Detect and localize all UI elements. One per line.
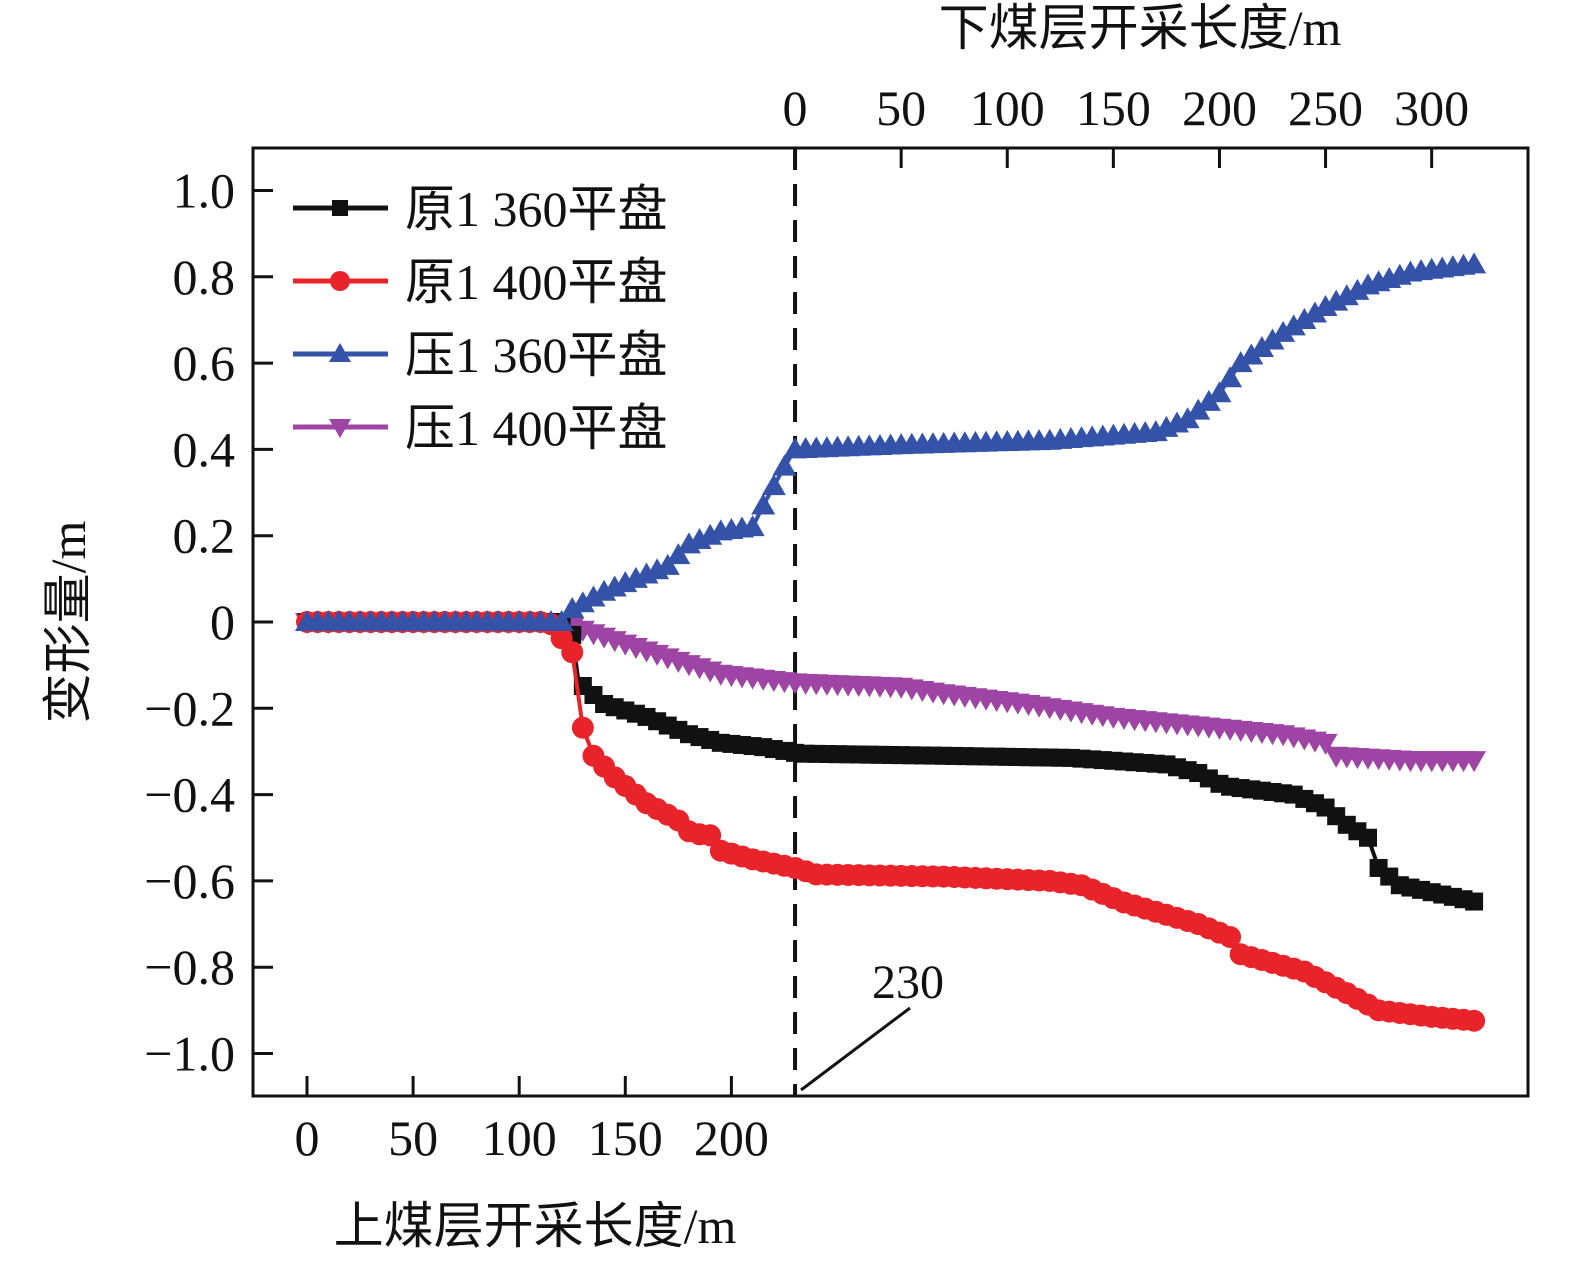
data-point (561, 641, 584, 664)
data-point (772, 454, 797, 476)
data-point (1218, 366, 1243, 388)
legend-marker (329, 343, 351, 362)
legend-label: 原1 360平盘 (405, 181, 668, 237)
data-point (1292, 307, 1317, 329)
y-tick-label: −1.0 (144, 1026, 235, 1082)
y-tick-label: −0.8 (144, 939, 235, 995)
legend-marker (330, 271, 350, 291)
data-point (1324, 289, 1349, 311)
data-point (581, 585, 606, 607)
legend-marker (329, 419, 351, 438)
data-point (699, 824, 722, 847)
data-point (1260, 328, 1285, 350)
data-point (1219, 925, 1242, 948)
data-point (1249, 335, 1274, 357)
y-axis-title: 变形量/m (40, 521, 96, 724)
y-tick-label: −0.6 (144, 853, 235, 909)
x-top-tick-label: 250 (1288, 80, 1363, 136)
divider-group (793, 148, 911, 1096)
data-point (761, 474, 786, 496)
y-tick-label: −0.2 (144, 680, 235, 736)
data-point (1334, 284, 1359, 306)
data-point (570, 591, 595, 613)
data-point (1462, 751, 1487, 773)
data-point (560, 597, 585, 619)
data-point (1345, 278, 1370, 300)
data-point (1313, 733, 1338, 755)
legend-label: 压1 360平盘 (405, 327, 668, 383)
y-tick-label: 0 (210, 594, 235, 650)
x-bottom-tick-label: 50 (388, 1110, 438, 1166)
x-bottom-tick-label: 100 (482, 1110, 557, 1166)
divider-annotation-leader (800, 1006, 911, 1092)
data-point (1228, 351, 1253, 373)
data-point (1239, 343, 1264, 365)
axis-ticks: 1.0 0.8 0.6 0.4 0.2 0 −0.2 −0.4 −0.6 −0.8 −1.0 0 50 1… (144, 80, 1469, 1166)
data-point (1313, 295, 1338, 317)
legend-label: 压1 400平盘 (405, 400, 668, 456)
x-axis-title-bottom: 上煤层开采长度/m (334, 1198, 737, 1254)
x-bottom-tick-label: 150 (588, 1110, 663, 1166)
data-point (666, 543, 691, 565)
legend-item: 原1 360平盘 (293, 181, 668, 237)
data-point (1271, 320, 1296, 342)
data-point (740, 515, 765, 537)
legend-item: 原1 400平盘 (293, 254, 668, 310)
data-point (1359, 828, 1377, 847)
data-point (1281, 314, 1306, 336)
data-point (1302, 301, 1327, 323)
x-bottom-tick-label: 200 (694, 1110, 769, 1166)
data-point (655, 553, 680, 575)
x-top-tick-label: 300 (1394, 80, 1469, 136)
legend-label: 原1 400平盘 (405, 254, 668, 310)
y-tick-label: 0.2 (173, 508, 236, 564)
legend-item: 压1 400平盘 (293, 400, 668, 456)
legend-marker (332, 200, 348, 216)
series-3 (295, 252, 1487, 631)
x-top-tick-label: 200 (1182, 80, 1257, 136)
data-point (751, 493, 776, 515)
x-bottom-tick-label: 0 (295, 1110, 320, 1166)
legend-item: 压1 360平盘 (293, 327, 668, 383)
y-tick-label: −0.4 (144, 767, 235, 823)
data-point (1465, 892, 1484, 911)
x-top-tick-label: 50 (876, 80, 926, 136)
y-tick-label: 1.0 (173, 163, 236, 219)
data-point (1463, 1009, 1486, 1032)
x-top-tick-label: 0 (783, 80, 808, 136)
data-point (571, 716, 594, 739)
x-top-tick-label: 100 (970, 80, 1045, 136)
data-point (549, 610, 574, 631)
y-tick-label: 0.8 (173, 249, 236, 305)
series-group (295, 252, 1487, 1032)
y-tick-label: 0.4 (173, 421, 236, 477)
data-point (1462, 252, 1487, 274)
data-point (1207, 381, 1232, 403)
x-top-tick-label: 150 (1076, 80, 1151, 136)
y-tick-label: 0.6 (173, 335, 236, 391)
x-axis-title-top: 下煤层开采长度/m (939, 0, 1342, 56)
divider-annotation-label: 230 (872, 956, 944, 1009)
